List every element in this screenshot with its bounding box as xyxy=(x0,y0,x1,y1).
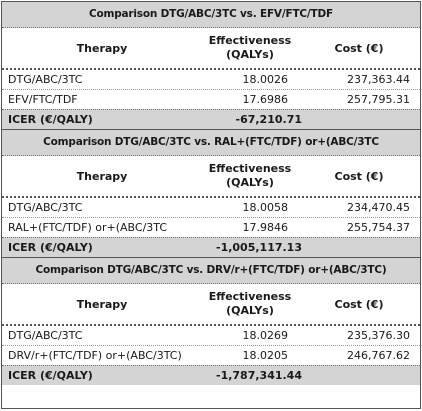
therapy-cell: DTG/ABC/3TC xyxy=(8,329,83,342)
cost-cell: 234,470.45 xyxy=(347,201,410,214)
icer-value: -1,787,341.44 xyxy=(216,369,302,382)
table-row: DTG/ABC/3TC 18.0058 234,470.45 xyxy=(2,198,420,217)
cost-header: Cost (€) xyxy=(334,297,384,311)
table-row: DRV/r+(FTC/TDF) or+(ABC/3TC) 18.0205 246… xyxy=(2,345,420,365)
comparison-section: Comparison DTG/ABC/3TC vs. EFV/FTC/TDF T… xyxy=(2,2,420,129)
table-row: RAL+(FTC/TDF) or+(ABC/3TC 17.9846 255,75… xyxy=(2,217,420,237)
icer-row: ICER (€/QALY) -1,787,341.44 xyxy=(2,365,420,385)
cost-cell: 257,795.31 xyxy=(347,93,410,106)
effectiveness-header-line1: Effectiveness xyxy=(208,290,292,303)
therapy-cell: EFV/FTC/TDF xyxy=(8,93,78,106)
effectiveness-header-line2: (QALYs) xyxy=(226,176,274,189)
section-title: Comparison DTG/ABC/3TC vs. DRV/r+(FTC/TD… xyxy=(2,257,420,284)
table-row: EFV/FTC/TDF 17.6986 257,795.31 xyxy=(2,89,420,109)
therapy-header: Therapy xyxy=(76,297,128,311)
column-header-row: Therapy Effectiveness (QALYs) Cost (€) xyxy=(2,28,420,70)
table-row: DTG/ABC/3TC 18.0269 235,376.30 xyxy=(2,326,420,345)
column-header-row: Therapy Effectiveness (QALYs) Cost (€) xyxy=(2,284,420,326)
therapy-header: Therapy xyxy=(76,169,128,183)
icer-value: -1,005,117.13 xyxy=(216,241,302,254)
effectiveness-header-line1: Effectiveness xyxy=(208,34,292,47)
cost-cell: 237,363.44 xyxy=(347,73,410,86)
cost-header: Cost (€) xyxy=(334,169,384,183)
section-title: Comparison DTG/ABC/3TC vs. RAL+(FTC/TDF)… xyxy=(2,129,420,156)
effectiveness-header: Effectiveness (QALYs) xyxy=(202,162,298,190)
effectiveness-header: Effectiveness (QALYs) xyxy=(202,34,298,62)
therapy-header: Therapy xyxy=(76,41,128,55)
effectiveness-cell: 18.0205 xyxy=(242,349,289,362)
icer-row: ICER (€/QALY) -67,210.71 xyxy=(2,109,420,129)
effectiveness-header-line2: (QALYs) xyxy=(226,48,274,61)
effectiveness-cell: 17.6986 xyxy=(242,93,289,106)
comparison-section: Comparison DTG/ABC/3TC vs. DRV/r+(FTC/TD… xyxy=(2,257,420,385)
column-header-row: Therapy Effectiveness (QALYs) Cost (€) xyxy=(2,156,420,198)
effectiveness-cell: 18.0269 xyxy=(242,329,289,342)
section-title: Comparison DTG/ABC/3TC vs. EFV/FTC/TDF xyxy=(2,2,420,28)
icer-label: ICER (€/QALY) xyxy=(8,113,93,126)
therapy-cell: DTG/ABC/3TC xyxy=(8,201,83,214)
cost-cell: 255,754.37 xyxy=(347,221,410,234)
cost-cell: 235,376.30 xyxy=(347,329,410,342)
icer-label: ICER (€/QALY) xyxy=(8,241,93,254)
icer-value: -67,210.71 xyxy=(235,113,303,126)
effectiveness-header-line2: (QALYs) xyxy=(226,304,274,317)
effectiveness-cell: 17.9846 xyxy=(242,221,289,234)
icer-row: ICER (€/QALY) -1,005,117.13 xyxy=(2,237,420,257)
comparison-section: Comparison DTG/ABC/3TC vs. RAL+(FTC/TDF)… xyxy=(2,129,420,257)
cost-cell: 246,767.62 xyxy=(347,349,410,362)
effectiveness-cell: 18.0058 xyxy=(242,201,289,214)
effectiveness-cell: 18.0026 xyxy=(242,73,289,86)
table-row: DTG/ABC/3TC 18.0026 237,363.44 xyxy=(2,70,420,89)
therapy-cell: DRV/r+(FTC/TDF) or+(ABC/3TC) xyxy=(8,349,182,362)
icer-label: ICER (€/QALY) xyxy=(8,369,93,382)
effectiveness-header-line1: Effectiveness xyxy=(208,162,292,175)
effectiveness-header: Effectiveness (QALYs) xyxy=(202,290,298,318)
therapy-cell: DTG/ABC/3TC xyxy=(8,73,83,86)
therapy-cell: RAL+(FTC/TDF) or+(ABC/3TC xyxy=(8,221,168,234)
cost-header: Cost (€) xyxy=(334,41,384,55)
